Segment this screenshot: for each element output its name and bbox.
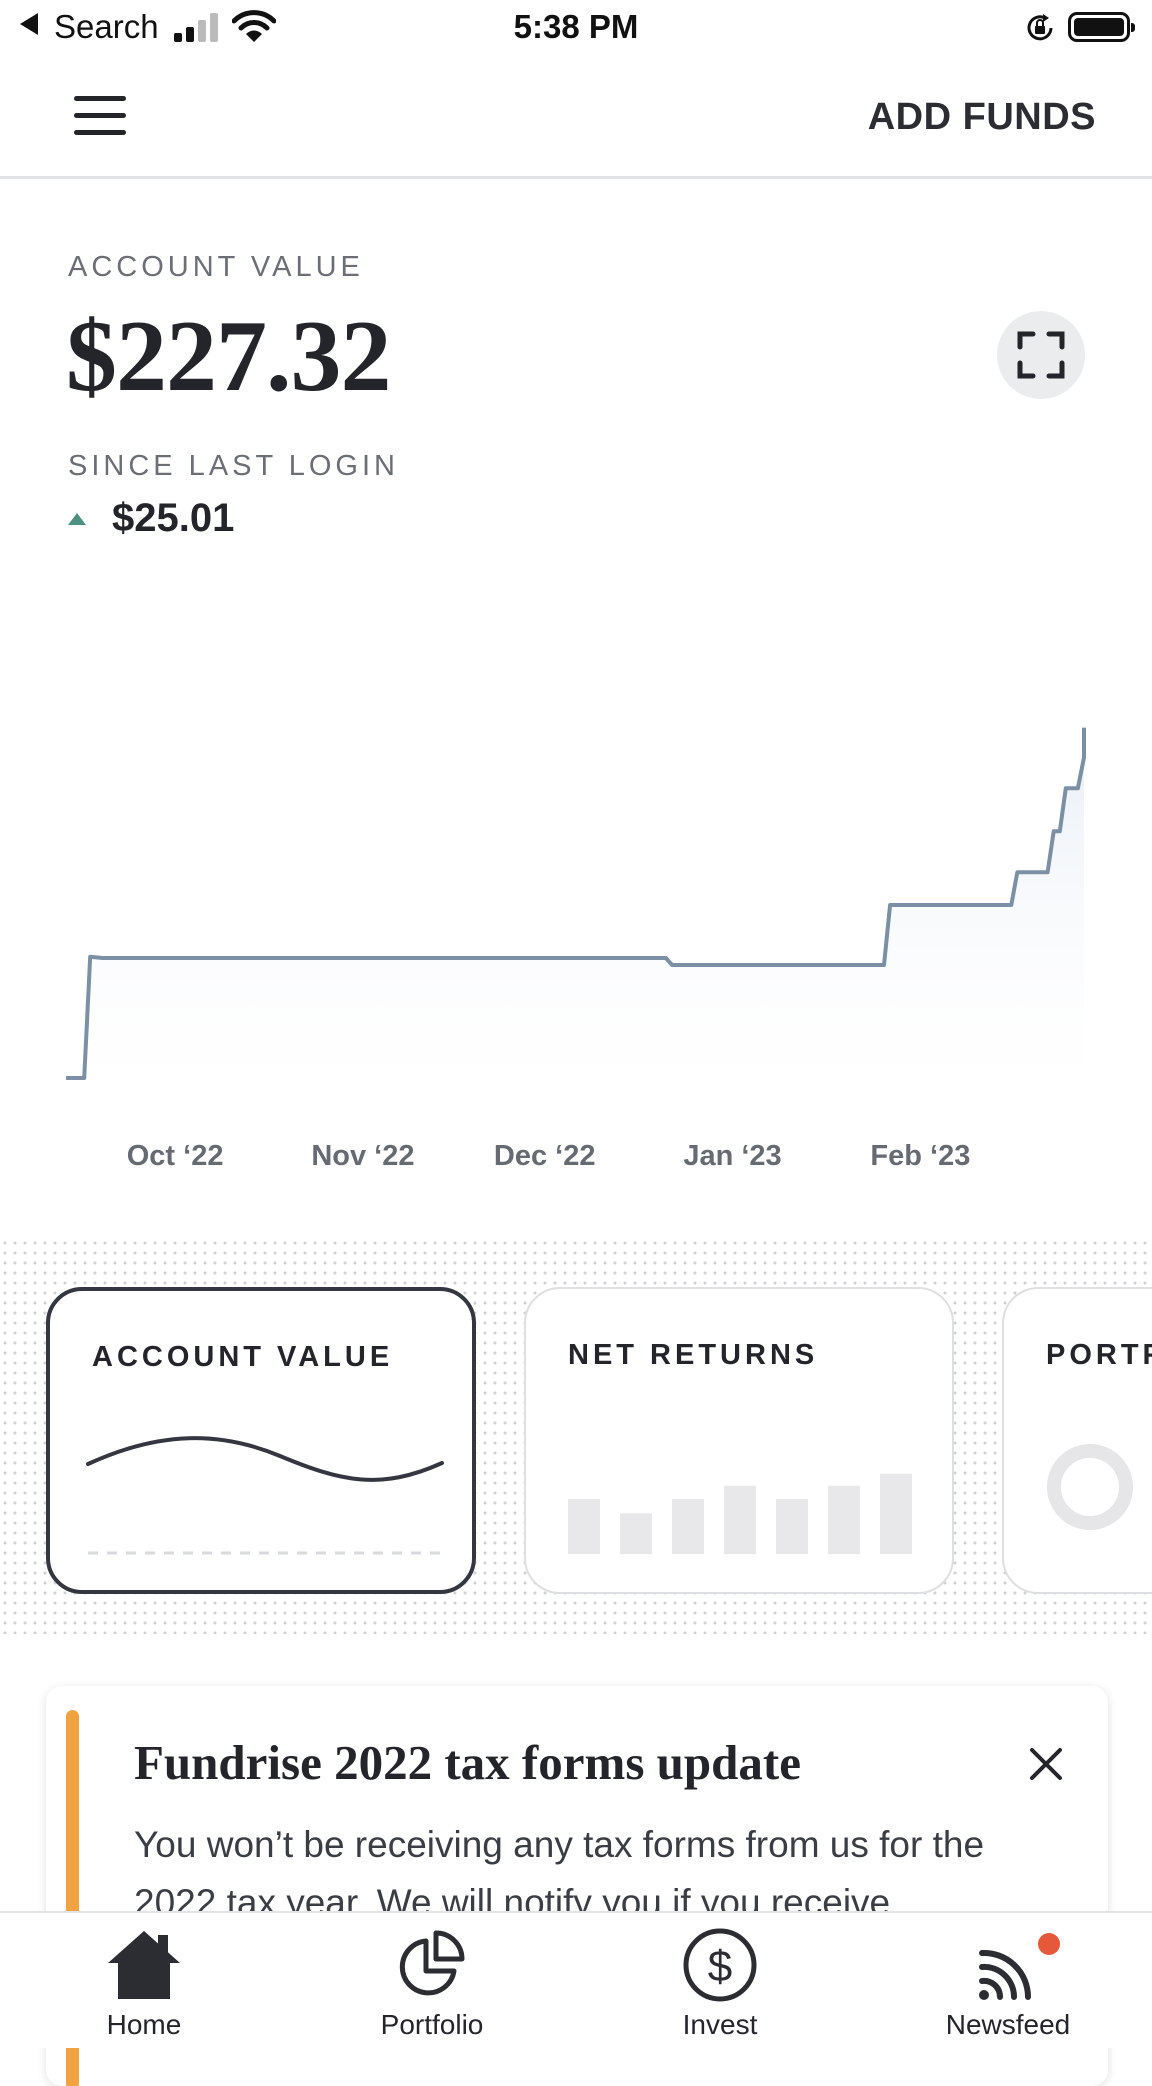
fullscreen-icon <box>1017 331 1065 379</box>
battery-icon <box>1068 12 1135 42</box>
donut-chart-icon <box>1047 1444 1133 1530</box>
nav-label: Invest <box>682 2009 758 2040</box>
account-value-card[interactable]: ACCOUNT VALUE <box>46 1287 476 1594</box>
nav-label: Home <box>106 2009 182 2040</box>
card-title: NET RETURNS <box>568 1339 819 1371</box>
close-icon[interactable] <box>1022 1740 1070 1788</box>
x-tick-label: Oct ‘22 <box>127 1140 224 1172</box>
net-returns-card[interactable]: NET RETURNS <box>524 1287 954 1594</box>
x-tick-label: Nov ‘22 <box>311 1140 414 1172</box>
nav-newsfeed[interactable]: Newsfeed <box>898 1927 1118 2047</box>
nav-home[interactable]: Home <box>34 1927 254 2047</box>
notice-title: Fundrise 2022 tax forms update <box>134 1735 801 1790</box>
account-value-chart[interactable]: Oct ‘22 Nov ‘22 Dec ‘22 Jan ‘23 Feb ‘23 <box>0 600 1152 1200</box>
net-returns-bar <box>880 1473 912 1554</box>
card-title: PORTFOLIO <box>1046 1339 1152 1371</box>
rotation-lock-icon <box>1027 14 1053 41</box>
expand-chart-button[interactable] <box>997 311 1085 399</box>
wifi-icon <box>232 10 276 42</box>
hamburger-menu-icon[interactable] <box>74 96 126 136</box>
nav-portfolio[interactable]: Portfolio <box>322 1927 542 2047</box>
since-last-login-label: SINCE LAST LOGIN <box>68 450 399 482</box>
nav-label: Portfolio <box>380 2009 484 2040</box>
card-title: ACCOUNT VALUE <box>92 1341 394 1373</box>
wave-line-icon <box>86 1436 444 1555</box>
status-bar: Search 5:38 PM <box>0 0 1152 58</box>
net-returns-bar <box>776 1499 808 1554</box>
add-funds-button[interactable]: ADD FUNDS <box>867 96 1096 138</box>
status-time: 5:38 PM <box>513 8 639 45</box>
back-arrow-icon[interactable] <box>20 13 38 35</box>
nav-label: Newsfeed <box>945 2009 1071 2040</box>
net-returns-bar <box>724 1485 756 1554</box>
account-value-label: ACCOUNT VALUE <box>68 251 364 283</box>
x-tick-label: Jan ‘23 <box>683 1140 781 1172</box>
bottom-navigation: Home Portfolio $ Invest Newsfeed <box>0 1911 1152 2048</box>
portfolio-card[interactable]: PORTFOLIO <box>1002 1287 1152 1594</box>
up-triangle-icon <box>68 513 86 525</box>
svg-text:$: $ <box>708 1942 732 1991</box>
nav-invest[interactable]: $ Invest <box>610 1927 830 2047</box>
bar-chart-icon <box>568 1473 912 1554</box>
chart-area-fill <box>66 727 1084 1098</box>
home-icon <box>108 1931 180 1999</box>
net-returns-bar <box>672 1499 704 1554</box>
x-tick-label: Feb ‘23 <box>870 1140 970 1172</box>
since-last-login-change: $25.01 <box>112 496 235 540</box>
pie-chart-icon <box>399 1930 465 1996</box>
net-returns-bar <box>568 1499 600 1554</box>
notification-badge <box>1038 1933 1060 1955</box>
net-returns-bar <box>828 1485 860 1554</box>
chart-series-line <box>66 727 1086 1080</box>
header-divider <box>0 176 1152 179</box>
back-to-search-link[interactable]: Search <box>54 8 159 45</box>
account-value-amount: $227.32 <box>66 300 391 413</box>
dollar-circle-icon: $ <box>683 1928 757 2002</box>
cellular-signal-icon <box>174 12 224 42</box>
x-tick-label: Dec ‘22 <box>494 1140 596 1172</box>
net-returns-bar <box>620 1513 652 1554</box>
rss-feed-icon <box>979 1949 1032 2000</box>
